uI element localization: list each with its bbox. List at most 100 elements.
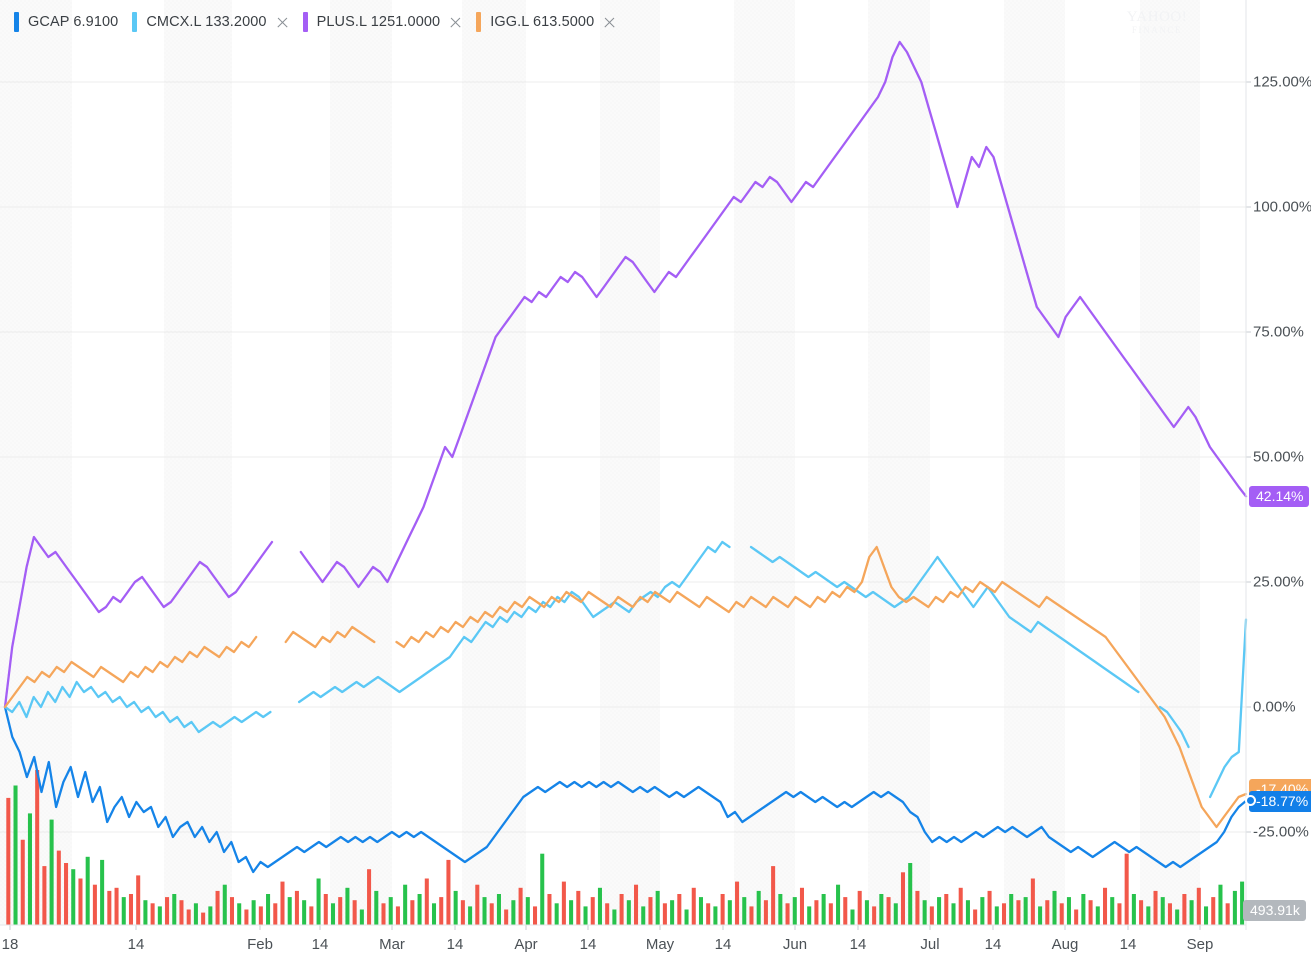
volume-bar (1218, 884, 1223, 925)
volume-bar (872, 906, 877, 925)
volume-bar (684, 909, 689, 925)
volume-bar (1103, 887, 1108, 925)
volume-bar (424, 878, 429, 925)
volume-bar (540, 853, 545, 925)
volume-bar (273, 903, 278, 925)
ticker-legend[interactable]: GCAP 6.9100 CMCX.L 133.2000 PLUS.L 1251.00… (0, 0, 630, 44)
series-line-igg-l (3, 635, 258, 709)
volume-bar (201, 912, 206, 925)
volume-bar (937, 897, 942, 925)
volume-bar (944, 894, 949, 925)
volume-bar (857, 890, 862, 925)
watermark-brand: YAHOO! (1126, 9, 1188, 25)
volume-bar (994, 906, 999, 925)
volume-bar (280, 881, 285, 925)
volume-bar (20, 839, 25, 925)
x-axis-label: 14 (849, 936, 867, 953)
volume-bar (900, 872, 906, 925)
volume-last-value-badge: 493.91k (1243, 900, 1306, 921)
x-axis-label: 14 (446, 936, 464, 953)
volume-bar (792, 897, 797, 925)
x-axis-label: Feb (247, 936, 273, 953)
volume-bar (475, 884, 480, 925)
volume-bar (150, 903, 155, 925)
volume-bar (179, 900, 184, 925)
volume-bar (879, 894, 884, 925)
volume-bar (843, 897, 848, 925)
volume-bar (222, 884, 227, 925)
volume-bar (482, 897, 487, 925)
volume-bar (547, 894, 552, 925)
volume-bar (323, 894, 328, 925)
volume-bar (799, 887, 804, 925)
volume-bar (641, 906, 646, 925)
volume-bar (828, 903, 833, 925)
series-line-cmcx-l (3, 680, 272, 734)
volume-bar (496, 894, 501, 925)
legend-label: GCAP 6.9100 (28, 14, 119, 30)
volume-bar (1167, 903, 1172, 925)
legend-item-plus-l[interactable]: PLUS.L 1251.0000 (302, 10, 463, 34)
volume-bar (1095, 906, 1100, 925)
volume-bar (244, 909, 249, 925)
legend-label: CMCX.L 133.2000 (146, 14, 267, 30)
month-bands (0, 0, 1200, 925)
legend-item-cmcx-l[interactable]: CMCX.L 133.2000 (132, 10, 288, 34)
volume-bar (612, 909, 617, 925)
close-icon[interactable] (276, 16, 289, 29)
volume-bar (229, 897, 235, 925)
x-axis-label: May (645, 936, 675, 953)
volume-bar (100, 859, 105, 925)
volume-bar (951, 903, 956, 925)
volume-bar (352, 900, 357, 925)
volume-bar (42, 866, 47, 925)
volume-bar (626, 900, 631, 925)
volume-bar (208, 906, 213, 925)
volume-bar (1066, 897, 1071, 925)
volume-bar (1182, 894, 1187, 925)
legend-item-gcap[interactable]: GCAP 6.9100 (14, 10, 118, 34)
volume-bar (1175, 909, 1180, 925)
yahoo-finance-watermark: YAHOO! FINANCE (1114, 10, 1200, 36)
volume-bar (35, 770, 40, 925)
close-icon[interactable] (603, 16, 616, 29)
legend-label: PLUS.L 1251.0000 (316, 14, 441, 30)
month-band-1 (164, 0, 232, 925)
volume-bar (193, 903, 198, 925)
volume-bar (431, 903, 437, 925)
volume-bar (85, 856, 90, 925)
volume-bar (388, 897, 393, 925)
x-axis-label: Aug (1051, 936, 1079, 953)
x-axis-label: Jul (920, 936, 940, 953)
y-axis-label: 25.00% (1253, 573, 1304, 591)
volume-bar (1081, 894, 1086, 925)
volume-bar (518, 887, 523, 925)
volume-bar (576, 890, 581, 925)
volume-bar (677, 894, 682, 925)
legend-item-igg-l[interactable]: IGG.L 613.5000 (476, 10, 616, 34)
volume-bar (915, 890, 920, 925)
volume-bar (78, 878, 83, 925)
volume-bar (1117, 903, 1122, 925)
volume-bar (634, 884, 639, 925)
volume-bar (1016, 900, 1021, 925)
volume-bar (13, 785, 18, 925)
volume-bar (1038, 906, 1043, 925)
volume-bar (1146, 906, 1151, 925)
close-icon[interactable] (449, 16, 462, 29)
volume-bar (114, 887, 119, 925)
volume-bar (6, 797, 11, 925)
legend-color-swatch (14, 12, 19, 32)
volume-bar (468, 906, 473, 925)
gcap-last-point-marker (1245, 795, 1256, 806)
volume-bar (908, 863, 913, 925)
volume-bar (1059, 903, 1064, 925)
volume-bar (27, 813, 32, 925)
x-axis-label: 14 (579, 936, 597, 953)
legend-label: IGG.L 613.5000 (490, 14, 595, 30)
volume-bar (771, 866, 776, 925)
month-band-5 (734, 0, 795, 925)
